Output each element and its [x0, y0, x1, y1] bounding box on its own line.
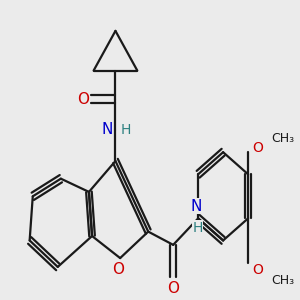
- Text: CH₃: CH₃: [272, 133, 295, 146]
- Text: H: H: [192, 221, 203, 235]
- Text: O: O: [77, 92, 89, 107]
- Text: N: N: [101, 122, 112, 137]
- Text: O: O: [112, 262, 124, 277]
- Text: O: O: [167, 280, 179, 296]
- Text: CH₃: CH₃: [272, 274, 295, 286]
- Text: N: N: [191, 199, 202, 214]
- Text: O: O: [252, 141, 263, 155]
- Text: O: O: [252, 263, 263, 278]
- Text: H: H: [120, 123, 130, 137]
